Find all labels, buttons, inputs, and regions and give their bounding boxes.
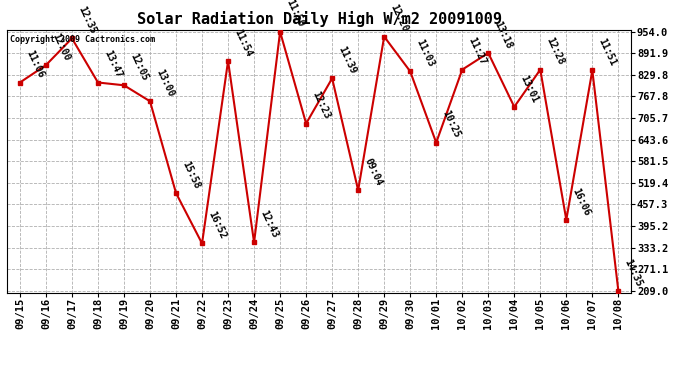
Text: 11:50: 11:50 [284,0,306,29]
Text: 12:43: 12:43 [258,209,279,240]
Text: 16:06: 16:06 [571,186,592,217]
Text: 12:23: 12:23 [310,90,332,121]
Text: 12:28: 12:28 [544,36,566,67]
Text: 10:25: 10:25 [440,109,462,140]
Text: Copyright 2009 Cactronics.com: Copyright 2009 Cactronics.com [10,35,155,44]
Text: 12:05: 12:05 [128,52,150,82]
Text: 15:58: 15:58 [180,159,201,190]
Text: 11:27: 11:27 [466,36,488,67]
Text: 13:01: 13:01 [518,73,540,104]
Text: 12:20: 12:20 [388,3,410,34]
Text: 12:35: 12:35 [76,5,97,36]
Text: 11:06: 11:06 [24,49,46,80]
Title: Solar Radiation Daily High W/m2 20091009: Solar Radiation Daily High W/m2 20091009 [137,12,502,27]
Text: 13:47: 13:47 [102,49,124,80]
Text: 09:04: 09:04 [362,157,384,188]
Text: 11:54: 11:54 [233,27,254,58]
Text: 14:35: 14:35 [622,257,644,288]
Text: 13:18: 13:18 [493,20,514,50]
Text: 11:03: 11:03 [415,38,436,69]
Text: 11:51: 11:51 [596,37,618,68]
Text: 13:00: 13:00 [154,68,176,99]
Text: 16:52: 16:52 [206,210,228,241]
Text: 11:39: 11:39 [336,45,358,75]
Text: 12:00: 12:00 [50,32,72,62]
